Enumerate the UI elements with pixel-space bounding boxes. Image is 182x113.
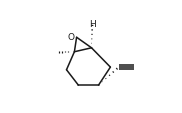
Text: O: O [67,33,74,42]
Text: H: H [89,20,96,28]
